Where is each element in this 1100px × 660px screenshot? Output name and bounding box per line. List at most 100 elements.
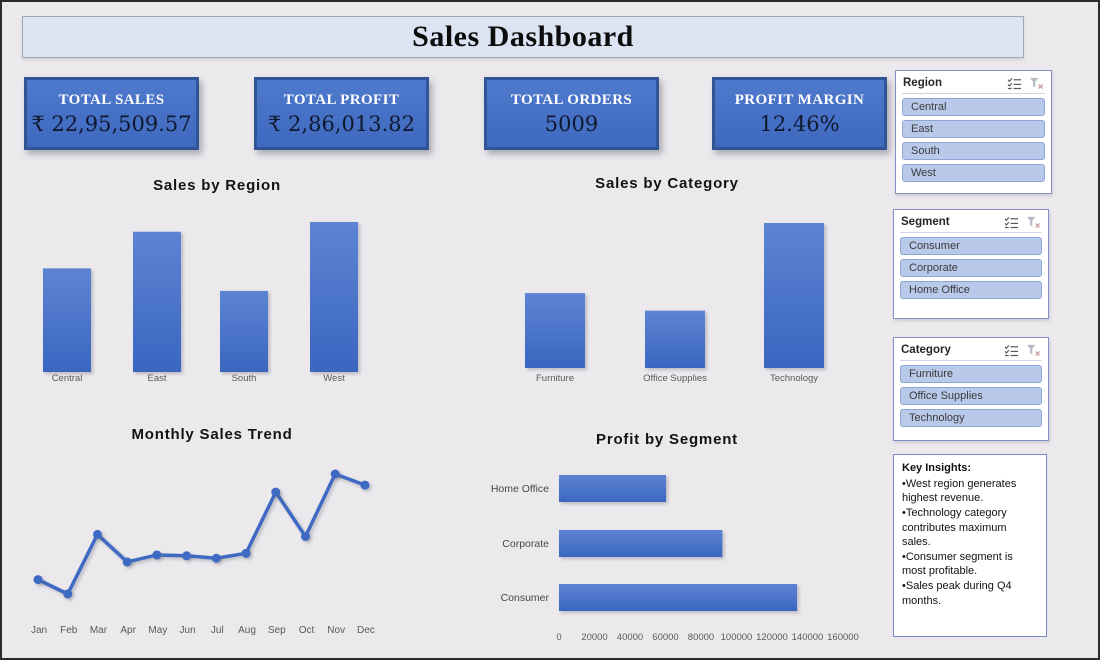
svg-text:Jan: Jan [31,625,47,636]
kpi-value: 5009 [544,111,599,136]
marker-jul [211,553,221,563]
marker-nov [330,469,340,479]
svg-text:20000: 20000 [581,632,607,643]
slicer-title: Region [903,77,942,89]
bar-west [310,222,358,372]
clear-filter-icon[interactable] [1026,216,1041,229]
title-bar: Sales Dashboard [22,16,1024,58]
svg-text:160000: 160000 [827,632,859,643]
svg-text:Central: Central [52,373,83,384]
svg-text:140000: 140000 [792,632,824,643]
insight-item: Technology category contributes maximum … [902,506,1038,550]
svg-text:South: South [232,373,257,384]
svg-text:Consumer: Consumer [501,592,550,604]
profit-by-segment-plot: Home Office Corporate Consumer 0 20000 40000 6… [491,475,859,643]
slicer-item-office-supplies[interactable]: Office Supplies [900,387,1042,405]
slicer-header: Region [902,75,1045,94]
key-insights-title: Key Insights: [902,462,972,474]
marker-oct [300,531,310,541]
slicer-item-central[interactable]: Central [902,98,1045,116]
marker-may [152,550,162,560]
svg-text:Dec: Dec [357,625,375,636]
slicer-item-consumer[interactable]: Consumer [900,237,1042,255]
slicer-header: Category [900,342,1042,361]
svg-text:Jul: Jul [211,625,224,636]
bar-central [43,268,91,372]
svg-text:Apr: Apr [120,625,136,636]
sales-by-region-plot: Central East South West [43,222,358,384]
chart-title: Monthly Sales Trend [131,426,293,443]
svg-text:Furniture: Furniture [536,373,574,384]
insight-item: West region generates highest revenue. [902,477,1038,506]
svg-text:East: East [147,373,166,384]
chart-title: Sales by Category [595,175,739,192]
segment-slicer: Segment Consumer Corporate Home Office [893,209,1049,319]
svg-text:West: West [323,373,345,384]
svg-text:40000: 40000 [617,632,643,643]
marker-sep [271,487,281,497]
category-slicer: Category Furniture Office Supplies Techn… [893,337,1049,441]
kpi-label: TOTAL ORDERS [510,91,633,108]
svg-text:Feb: Feb [60,625,78,636]
svg-text:Home Office: Home Office [491,483,549,495]
kpi-card-total-sales: TOTAL SALES ₹ 22,95,509.57 [24,77,199,150]
kpi-value: 12.46% [759,111,840,136]
svg-text:100000: 100000 [721,632,753,643]
svg-text:Office Supplies: Office Supplies [643,373,707,384]
slicer-item-south[interactable]: South [902,142,1045,160]
svg-text:Nov: Nov [327,625,345,636]
bar-corporate [559,530,723,557]
multi-select-icon[interactable] [1007,77,1022,90]
region-slicer: Region Central East South West [895,70,1052,194]
slicer-item-furniture[interactable]: Furniture [900,365,1042,383]
kpi-value: ₹ 22,95,509.57 [31,111,192,136]
svg-text:Sep: Sep [268,625,286,636]
slicer-item-east[interactable]: East [902,120,1045,138]
svg-text:60000: 60000 [652,632,678,643]
bar-furniture [525,293,585,368]
svg-text:120000: 120000 [756,632,788,643]
slicer-title: Segment [901,216,950,228]
svg-text:Corporate: Corporate [502,538,549,550]
bar-consumer [559,584,798,611]
sales-by-category-plot: Furniture Office Supplies Technology [525,223,824,384]
marker-dec [360,480,370,490]
slicer-item-technology[interactable]: Technology [900,409,1042,427]
marker-jun [182,551,192,561]
kpi-label: TOTAL SALES [58,91,165,108]
chart-title: Profit by Segment [596,431,738,448]
kpi-card-total-profit: TOTAL PROFIT ₹ 2,86,013.82 [254,77,429,150]
svg-text:Technology: Technology [770,373,818,384]
page-title: Sales Dashboard [412,20,634,53]
svg-text:Aug: Aug [238,625,256,636]
bar-south [220,290,268,372]
slicer-item-corporate[interactable]: Corporate [900,259,1042,277]
bar-technology [764,223,824,368]
kpi-label: PROFIT MARGIN [734,91,865,108]
svg-text:0: 0 [556,632,561,643]
kpi-card-total-orders: TOTAL ORDERS 5009 [484,77,659,150]
multi-select-icon[interactable] [1004,216,1019,229]
monthly-sales-trend-chart: Jan Feb Mar Apr May Jun Jul Aug Sep Oct Nov Dec Mon… [22,422,402,647]
insight-item: Consumer segment is most profitable. [902,550,1038,579]
kpi-card-profit-margin: PROFIT MARGIN 12.46% [712,77,887,150]
slicer-title: Category [901,344,951,356]
svg-text:80000: 80000 [688,632,714,643]
clear-filter-icon[interactable] [1026,344,1041,357]
slicer-item-west[interactable]: West [902,164,1045,182]
multi-select-icon[interactable] [1004,344,1019,357]
sales-by-category-chart: Furniture Office Supplies Technology Sales… [457,165,877,392]
kpi-label: TOTAL PROFIT [283,91,400,108]
slicer-item-home-office[interactable]: Home Office [900,281,1042,299]
marker-feb [63,589,73,599]
trend-line [36,472,367,596]
insight-item: Sales peak during Q4 months. [902,579,1038,608]
marker-apr [122,557,132,567]
clear-filter-icon[interactable] [1029,77,1044,90]
slicer-header: Segment [900,214,1042,233]
sales-by-region-chart: Central East South West Sales by Region [27,170,407,392]
marker-mar [92,529,102,539]
bar-east [133,231,181,372]
chart-title: Sales by Region [153,177,281,194]
